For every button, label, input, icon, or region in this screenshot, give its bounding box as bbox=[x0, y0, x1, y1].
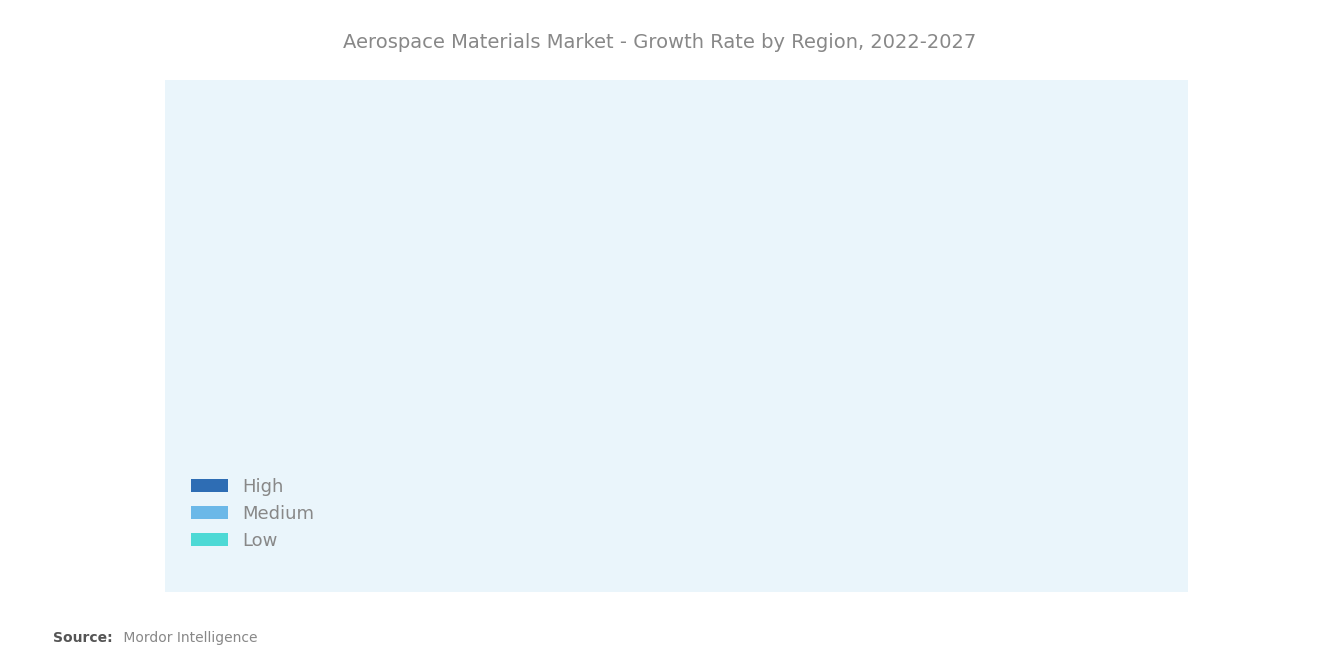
Text: Aerospace Materials Market - Growth Rate by Region, 2022-2027: Aerospace Materials Market - Growth Rate… bbox=[343, 33, 977, 53]
Legend: High, Medium, Low: High, Medium, Low bbox=[185, 471, 321, 557]
Text: Mordor Intelligence: Mordor Intelligence bbox=[119, 631, 257, 645]
Text: Source:: Source: bbox=[53, 631, 112, 645]
